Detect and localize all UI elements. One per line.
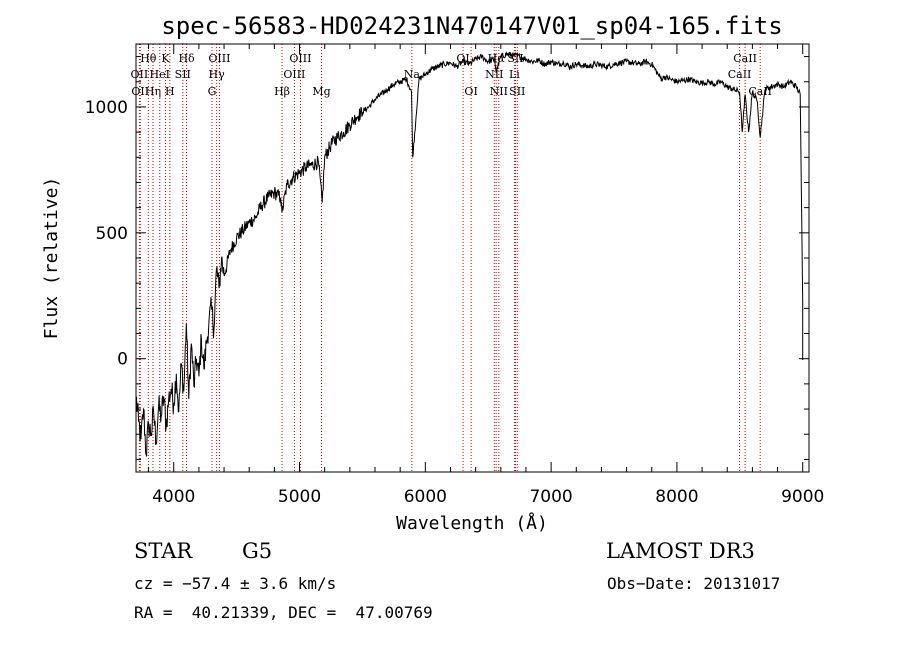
x-tick-label: 7000 [529, 487, 572, 507]
line-marker-label: OIII [289, 52, 311, 65]
line-marker-label: SII [175, 68, 191, 81]
y-axis-ticks: 0 500 1000 [85, 56, 809, 460]
line-marker-label: Hθ [140, 52, 157, 65]
survey-name: LAMOST DR3 [606, 539, 755, 563]
x-tick-label: 8000 [655, 487, 698, 507]
spectrum-series [135, 51, 804, 457]
x-tick-label: 9000 [781, 487, 824, 507]
object-class: STAR [134, 539, 193, 563]
observation-date: Obs−Date: 20131017 [607, 574, 781, 593]
y-tick-label: 0 [117, 350, 128, 370]
line-marker-label: Li [509, 68, 520, 81]
line-marker-label: OI [464, 85, 477, 98]
line-marker-label: NII [490, 85, 508, 98]
line-marker-label: OIII [208, 52, 230, 65]
line-marker-label: Hβ [274, 85, 290, 98]
spectral-line-markers: HθOIIOIIHηHeIKHSIIHδGHγOIIIHβOIIIOIIIMgN… [131, 44, 772, 472]
y-tick-label: 500 [96, 224, 128, 244]
y-tick-label: 1000 [85, 98, 128, 118]
sky-coordinates: RA = 40.21339, DEC = 47.00769 [134, 603, 433, 622]
spectrum-line [135, 51, 804, 457]
line-marker-label: Hη [145, 85, 161, 98]
line-marker-label: H [165, 85, 175, 98]
x-tick-label: 6000 [404, 487, 447, 507]
line-marker-label: OII [131, 68, 149, 81]
line-marker-label: Na [404, 68, 421, 81]
x-tick-label: 5000 [278, 487, 321, 507]
line-marker-label: HeI [150, 68, 170, 81]
object-subclass: G5 [242, 539, 273, 563]
x-axis-label: Wavelength (Å) [396, 512, 548, 534]
line-marker-label: OIII [283, 68, 305, 81]
line-marker-label: CaII [733, 52, 757, 65]
line-marker-label: K [161, 52, 170, 65]
chart-title: spec-56583-HD024231N470147V01_sp04-165.f… [161, 12, 782, 40]
x-axis-ticks: 4000 5000 6000 7000 8000 9000 [148, 44, 824, 507]
line-marker-label: Hδ [178, 52, 195, 65]
line-marker-label: G [208, 85, 217, 98]
line-marker-label: NII [485, 68, 503, 81]
line-marker-label: Hγ [209, 68, 226, 81]
line-marker-label: SII [509, 85, 525, 98]
redshift-velocity: cz = −57.4 ± 3.6 km/s [134, 574, 337, 593]
plot-frame [135, 43, 810, 473]
x-tick-label: 4000 [152, 487, 195, 507]
line-marker-label: Mg [312, 85, 330, 98]
line-marker-label: CaII [728, 68, 752, 81]
y-axis-label: Flux (relative) [41, 177, 62, 340]
